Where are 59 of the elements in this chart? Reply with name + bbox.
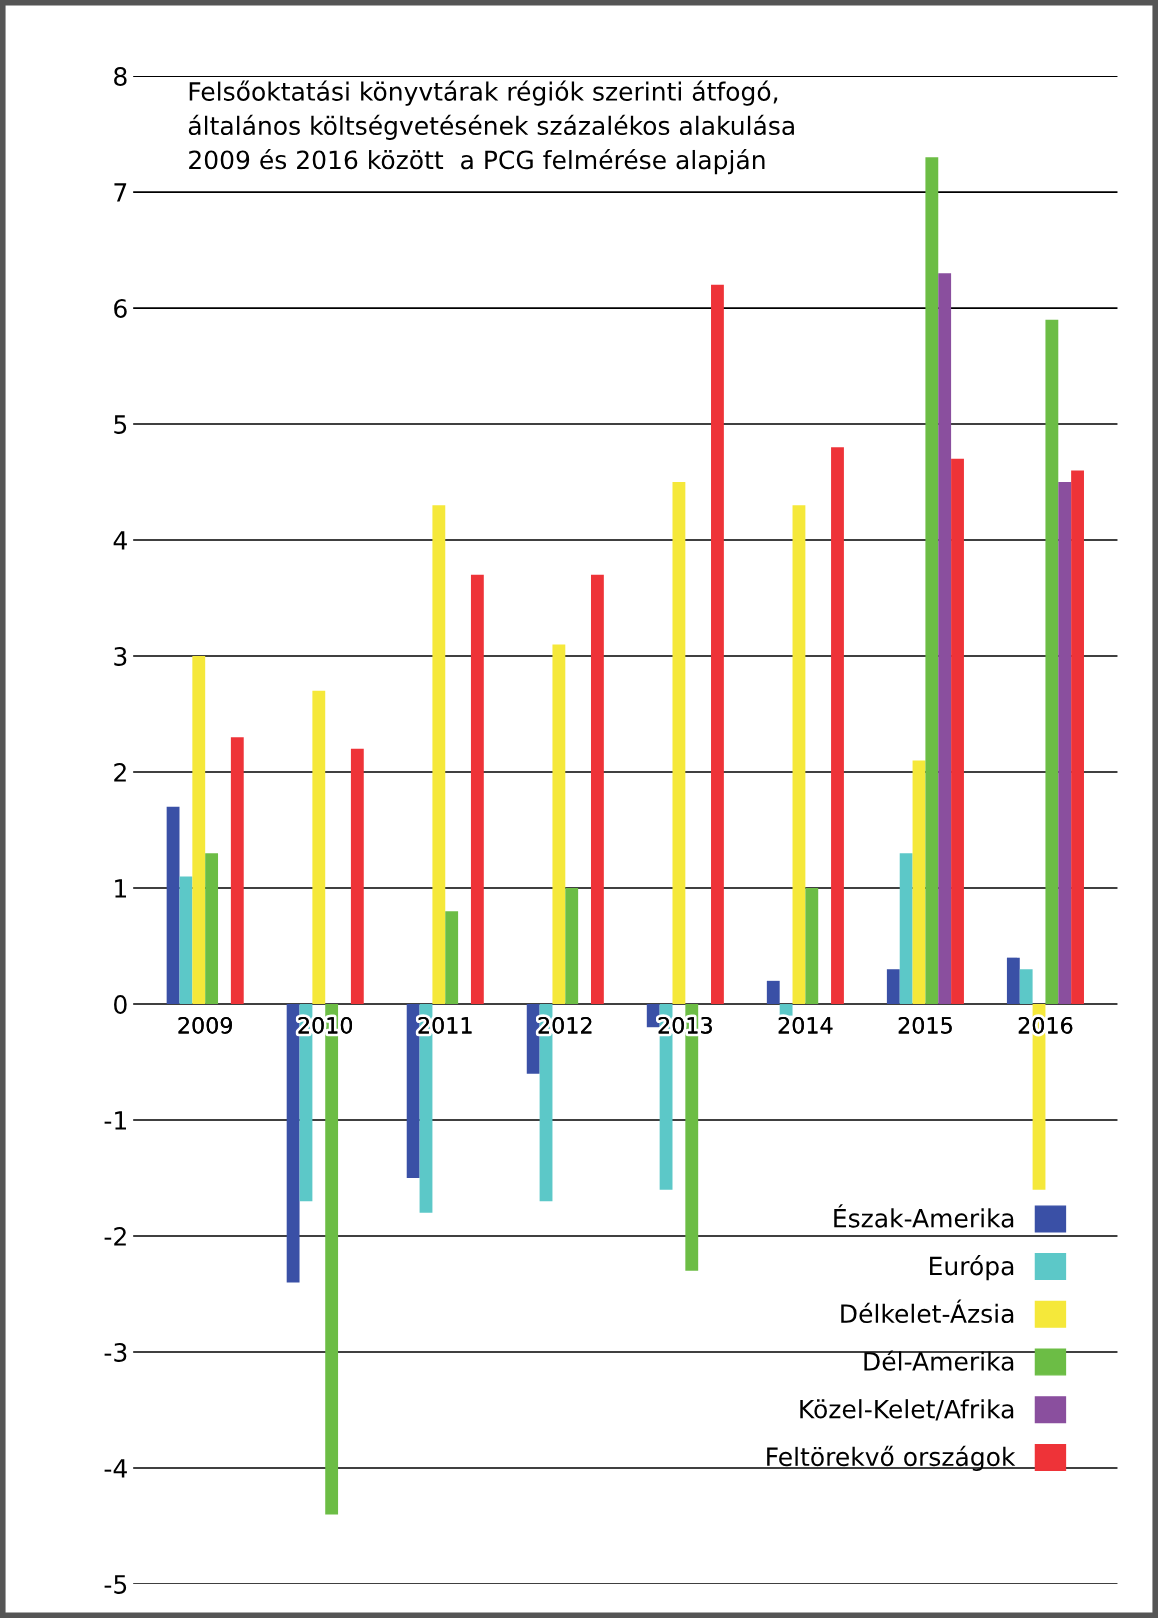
bar — [470, 574, 484, 1005]
bar — [590, 574, 604, 1005]
bar — [1058, 482, 1072, 1005]
bar — [230, 737, 244, 1005]
bar — [711, 284, 724, 1005]
text: Felsőoktatási könyvtárak régiók szerinti átfogó, általános költségvetésének százalékos alakulása 2009 és 2016 között a PCG felmérése alapján — [188, 80, 794, 175]
y-tick-label: 7 — [114, 183, 127, 202]
x-tick-label: 2009 — [178, 1016, 232, 1034]
legend-label: Észak-Amerika — [834, 1204, 1014, 1228]
bar — [1045, 319, 1059, 1005]
y-tick-label: 5 — [114, 415, 127, 434]
bar — [192, 656, 206, 1005]
bar — [205, 853, 219, 1005]
bar — [766, 980, 780, 1005]
bar — [646, 1004, 660, 1028]
bar — [886, 969, 900, 1005]
bar — [925, 157, 939, 1005]
y-tick-label: 4 — [113, 531, 127, 550]
bar — [179, 876, 193, 1005]
bar — [912, 760, 926, 1005]
bar — [526, 1004, 540, 1074]
bar — [805, 888, 819, 1005]
y-tick-label: 8 — [114, 66, 127, 86]
bar — [899, 853, 913, 1005]
y-tick-label: 1 — [115, 879, 126, 898]
bar — [286, 1004, 300, 1283]
bar — [672, 482, 686, 1005]
legend-label: Feltörekvő országok — [767, 1445, 1016, 1472]
y-tick-label: -2 — [104, 1226, 126, 1246]
legend-label: Közel-Kelet/Afrika — [800, 1399, 1014, 1421]
bar — [312, 690, 326, 1005]
y-tick-label: -3 — [104, 1342, 127, 1362]
y-tick-label: 2 — [114, 762, 126, 782]
bar — [565, 888, 579, 1005]
y-tick-label: 0 — [114, 994, 127, 1014]
bar — [166, 806, 180, 1005]
legend-label: Délkelet-Ázsia — [841, 1299, 1014, 1324]
bar — [951, 458, 964, 1005]
bar — [792, 505, 806, 1005]
bar — [406, 1004, 420, 1179]
bar — [831, 447, 844, 1005]
x-tick-label: 2015 — [898, 1016, 952, 1034]
bar — [432, 505, 446, 1005]
x-tick-label: 2014 — [778, 1016, 833, 1034]
y-tick-label: -1 — [104, 1111, 126, 1130]
legend-label: Dél-Amerika — [864, 1350, 1014, 1371]
bar — [350, 748, 364, 1005]
y-tick-label: -5 — [104, 1575, 127, 1594]
bar — [938, 273, 952, 1005]
bar — [779, 1004, 793, 1016]
bar — [1019, 969, 1033, 1005]
legend-label: Európa — [930, 1255, 1014, 1281]
y-tick-label: -4 — [104, 1459, 127, 1478]
bar — [1071, 470, 1084, 1005]
bar — [445, 911, 459, 1005]
y-tick-label: 6 — [114, 298, 127, 318]
y-tick-label: 3 — [114, 646, 127, 666]
bar — [552, 644, 566, 1005]
bar — [1006, 957, 1020, 1005]
